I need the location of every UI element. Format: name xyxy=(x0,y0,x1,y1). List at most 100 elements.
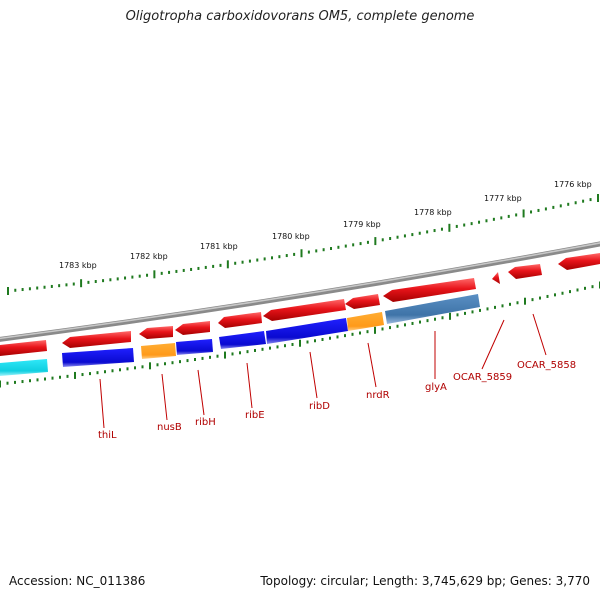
cds-feature[interactable] xyxy=(383,278,476,302)
tick-mark-minor xyxy=(314,339,316,343)
kbp-label: 1783 kbp xyxy=(59,261,97,270)
cds-feature[interactable] xyxy=(508,264,542,279)
tick-mark-minor xyxy=(464,311,466,315)
tick-mark-minor xyxy=(28,287,31,291)
tick-mark-minor xyxy=(366,330,369,334)
gene-label[interactable]: thiL xyxy=(98,430,117,441)
tick-mark-minor xyxy=(315,249,318,253)
kbp-label: 1776 kbp xyxy=(554,180,592,189)
tick-mark-minor xyxy=(246,350,249,354)
kbp-label: 1778 kbp xyxy=(414,208,452,217)
tick-mark-minor xyxy=(531,298,534,302)
tick-mark-minor xyxy=(589,198,592,202)
cog-block[interactable] xyxy=(219,331,266,349)
cds-feature[interactable] xyxy=(345,294,380,309)
tick-mark-minor xyxy=(51,376,54,380)
tick-mark-minor xyxy=(89,372,91,376)
tick-mark-minor xyxy=(179,360,181,364)
tick-mark-minor xyxy=(141,365,144,369)
gene-label[interactable]: ribD xyxy=(309,401,330,412)
tick-mark-minor xyxy=(411,233,414,237)
tick-mark-minor xyxy=(507,214,510,218)
tick-mark-minor xyxy=(248,259,251,263)
tick-mark-minor xyxy=(418,231,421,235)
tick-mark-minor xyxy=(263,257,266,261)
tick-mark-minor xyxy=(433,229,436,233)
cds-feature[interactable] xyxy=(139,326,173,339)
gene-label-group: thiL nusB ribH ribE ribD nrdR glyA OCAR_… xyxy=(98,360,576,441)
leader-line xyxy=(367,342,377,388)
tick-mark-minor xyxy=(546,294,549,298)
tick-mark-minor xyxy=(492,217,495,221)
gene-label[interactable]: nusB xyxy=(157,422,182,433)
tick-mark-minor xyxy=(530,210,533,214)
tick-mark-minor xyxy=(351,332,354,336)
tick-mark-minor xyxy=(591,285,594,289)
gene-label[interactable]: nrdR xyxy=(366,390,390,401)
tick-mark-minor xyxy=(14,288,17,292)
tick-mark-minor xyxy=(21,288,24,292)
tick-mark-minor xyxy=(72,282,75,286)
tick-mark-minor xyxy=(94,280,97,284)
tick-mark-minor xyxy=(65,283,68,287)
cds-feature[interactable] xyxy=(263,299,346,321)
tick-mark-minor xyxy=(544,207,547,211)
tick-mark-minor xyxy=(156,363,159,367)
tick-mark-minor xyxy=(197,266,200,270)
cds-feature[interactable] xyxy=(0,340,47,356)
tick-mark-minor xyxy=(256,258,259,262)
cds-feature[interactable] xyxy=(492,272,500,284)
genome-backbone-highlight xyxy=(0,242,600,340)
tick-mark-minor xyxy=(559,204,562,208)
tick-mark-minor xyxy=(582,199,585,203)
tick-mark-minor xyxy=(186,359,189,363)
tick-mark-minor xyxy=(389,237,392,241)
kbp-label: 1781 kbp xyxy=(200,242,238,251)
gene-label[interactable]: ribH xyxy=(195,417,216,428)
cog-block[interactable] xyxy=(176,339,213,355)
tick-mark-minor xyxy=(426,230,429,234)
tick-mark-minor xyxy=(404,323,406,327)
gene-label[interactable]: OCAR_5858 xyxy=(517,360,576,371)
cog-block[interactable] xyxy=(141,343,176,359)
tick-mark-minor xyxy=(411,321,414,325)
tick-mark-minor xyxy=(293,252,296,256)
cog-block[interactable] xyxy=(347,312,384,331)
tick-mark-minor xyxy=(509,302,511,306)
tick-mark-minor xyxy=(175,269,178,273)
cds-feature[interactable] xyxy=(218,312,262,328)
tick-mark-minor xyxy=(285,254,288,258)
leader-line xyxy=(246,362,253,409)
gene-label[interactable]: glyA xyxy=(425,382,447,393)
cog-block[interactable] xyxy=(62,348,134,367)
tick-mark-minor xyxy=(216,354,219,358)
tick-mark-minor xyxy=(219,263,222,267)
tick-mark-minor xyxy=(50,284,53,288)
tick-mark-minor xyxy=(104,370,106,374)
tick-mark-minor xyxy=(138,274,141,278)
cog-block[interactable] xyxy=(385,294,480,324)
tick-mark-minor xyxy=(102,279,105,283)
cog-block[interactable] xyxy=(266,318,348,344)
cds-feature[interactable] xyxy=(558,253,600,270)
tick-mark-minor xyxy=(337,245,340,249)
tick-mark-minor xyxy=(344,334,346,338)
tick-mark-minor xyxy=(569,290,571,294)
cds-feature[interactable] xyxy=(62,331,131,348)
inner-tick-ring xyxy=(0,281,600,388)
gene-label[interactable]: ribE xyxy=(245,410,265,421)
tick-mark-minor xyxy=(271,256,274,260)
tick-mark-minor xyxy=(396,235,399,239)
gene-label[interactable]: OCAR_5859 xyxy=(453,372,512,383)
tick-mark-minor xyxy=(426,319,429,323)
tick-mark-minor xyxy=(14,380,16,384)
tick-mark-minor xyxy=(576,288,579,292)
cog-block[interactable] xyxy=(0,359,48,376)
tick-mark-minor xyxy=(552,205,555,209)
tick-mark-minor xyxy=(381,327,384,331)
tick-mark-minor xyxy=(419,320,421,324)
cog-category-track xyxy=(0,294,480,376)
tick-mark-minor xyxy=(321,337,324,341)
tick-mark-minor xyxy=(276,345,279,349)
cds-feature[interactable] xyxy=(175,321,210,335)
